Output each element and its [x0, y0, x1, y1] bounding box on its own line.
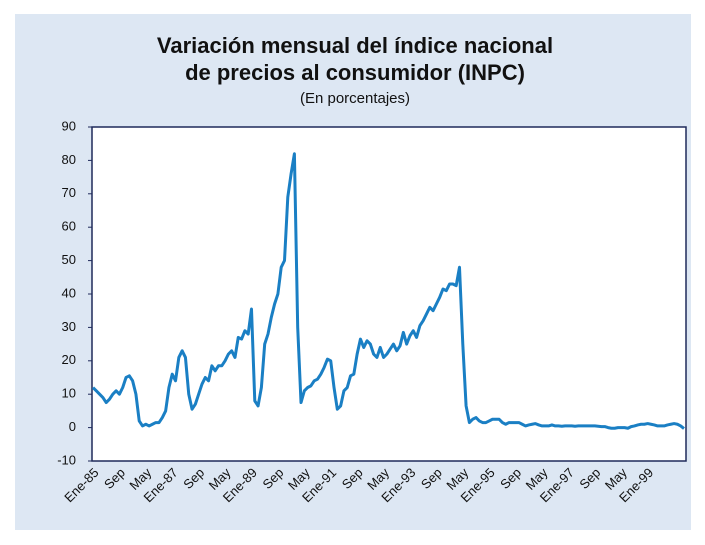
chart-title: de precios al consumidor (INPC) — [185, 60, 525, 85]
y-tick-label: 50 — [62, 252, 76, 267]
y-tick-label: 80 — [62, 152, 76, 167]
y-tick-label: 30 — [62, 319, 76, 334]
data-line — [91, 152, 685, 430]
y-tick-label: 40 — [62, 285, 76, 300]
y-tick-label: -10 — [57, 452, 76, 467]
y-tick-label: 90 — [62, 118, 76, 133]
chart-title: Variación mensual del índice nacional — [157, 33, 553, 58]
y-tick-label: 20 — [62, 352, 76, 367]
y-tick-label: 70 — [62, 185, 76, 200]
plot-area — [91, 126, 687, 462]
y-tick-label: 10 — [62, 386, 76, 401]
y-tick-label: 60 — [62, 219, 76, 234]
y-tick-label: 0 — [69, 419, 76, 434]
chart-subtitle: (En porcentajes) — [300, 90, 410, 107]
